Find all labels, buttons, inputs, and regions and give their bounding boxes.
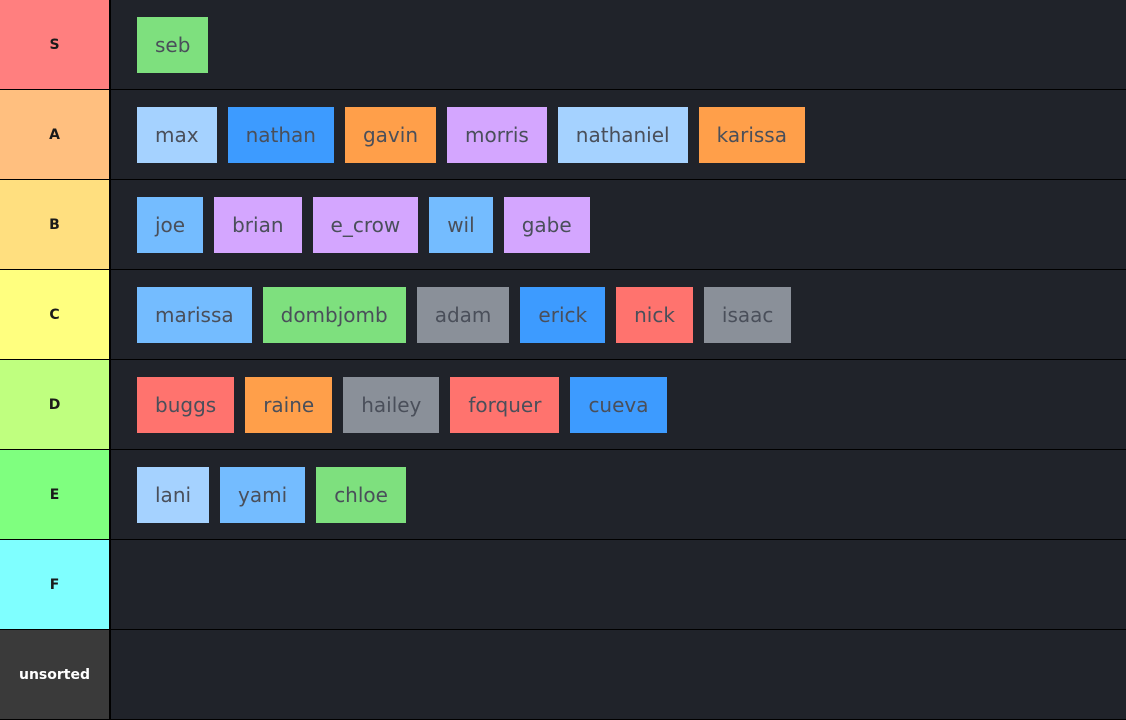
tier-item[interactable]: gavin	[344, 106, 436, 163]
tier-item[interactable]: chloe	[316, 466, 406, 523]
tier-item[interactable]: forquer	[450, 376, 560, 433]
tier-label-c[interactable]: C	[0, 270, 109, 359]
tier-item[interactable]: erick	[520, 286, 606, 343]
tier-item[interactable]: isaac	[703, 286, 792, 343]
tier-items-s[interactable]: seb	[111, 0, 1126, 89]
tier-row-f: F	[0, 540, 1126, 629]
tier-label-e[interactable]: E	[0, 450, 109, 539]
tier-item[interactable]: karissa	[698, 106, 805, 163]
tier-item[interactable]: wil	[429, 196, 493, 253]
tier-item[interactable]: gabe	[503, 196, 590, 253]
tier-row-s: S seb	[0, 0, 1126, 89]
tier-row-b: B joe brian e_crow wil gabe	[0, 180, 1126, 269]
tier-row-d: D buggs raine hailey forquer cueva	[0, 360, 1126, 449]
tier-items-e[interactable]: lani yami chloe	[111, 450, 1126, 539]
tier-items-c[interactable]: marissa dombjomb adam erick nick isaac	[111, 270, 1126, 359]
tier-item[interactable]: max	[137, 106, 217, 163]
tier-label-f[interactable]: F	[0, 540, 109, 629]
tier-item[interactable]: raine	[245, 376, 333, 433]
tier-item[interactable]: joe	[137, 196, 204, 253]
tier-row-a: A max nathan gavin morris nathaniel kari…	[0, 90, 1126, 179]
tier-items-d[interactable]: buggs raine hailey forquer cueva	[111, 360, 1126, 449]
tier-item[interactable]: hailey	[343, 376, 440, 433]
tier-item[interactable]: dombjomb	[262, 286, 406, 343]
tier-item[interactable]: brian	[214, 196, 302, 253]
tier-items-a[interactable]: max nathan gavin morris nathaniel kariss…	[111, 90, 1126, 179]
tier-item[interactable]: nathaniel	[557, 106, 688, 163]
tier-label-b[interactable]: B	[0, 180, 109, 269]
tier-items-b[interactable]: joe brian e_crow wil gabe	[111, 180, 1126, 269]
tier-item[interactable]: seb	[137, 16, 209, 73]
tier-label-s[interactable]: S	[0, 0, 109, 89]
tier-item[interactable]: lani	[137, 466, 210, 523]
tier-item[interactable]: marissa	[137, 286, 252, 343]
tier-row-c: C marissa dombjomb adam erick nick isaac	[0, 270, 1126, 359]
tier-label-unsorted[interactable]: unsorted	[0, 630, 109, 719]
tier-row-e: E lani yami chloe	[0, 450, 1126, 539]
tier-item[interactable]: adam	[416, 286, 510, 343]
tier-item[interactable]: cueva	[570, 376, 667, 433]
tier-items-unsorted[interactable]	[111, 630, 1126, 719]
tier-item[interactable]: yami	[220, 466, 306, 523]
tier-items-f[interactable]	[111, 540, 1126, 629]
tier-label-a[interactable]: A	[0, 90, 109, 179]
tier-item[interactable]: morris	[447, 106, 547, 163]
tier-item[interactable]: e_crow	[312, 196, 419, 253]
tier-item[interactable]: nick	[616, 286, 693, 343]
tier-item[interactable]: buggs	[137, 376, 235, 433]
tier-row-unsorted: unsorted	[0, 630, 1126, 719]
tier-label-d[interactable]: D	[0, 360, 109, 449]
tier-item[interactable]: nathan	[227, 106, 334, 163]
